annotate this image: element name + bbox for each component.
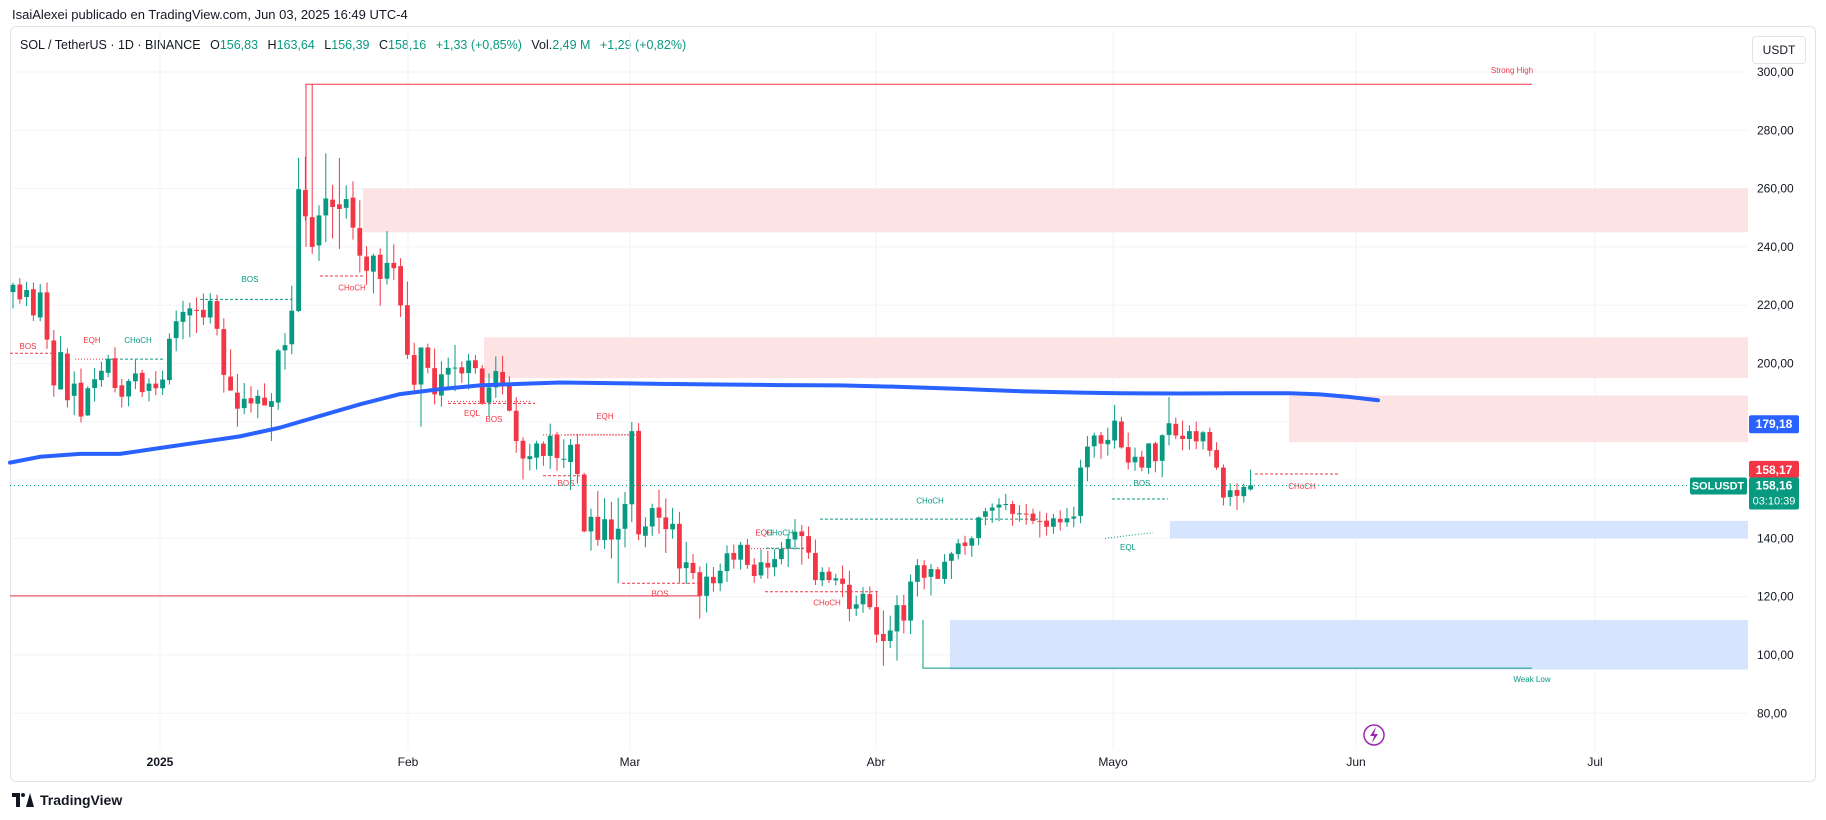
low-value: L156,39	[324, 38, 370, 52]
open-value: O156,83	[210, 38, 259, 52]
tradingview-logo-icon	[12, 793, 34, 807]
high-value: H163,64	[267, 38, 315, 52]
volume-value: Vol.2,49 M	[531, 38, 591, 52]
publication-header: IsaiAlexei publicado en TradingView.com,…	[12, 7, 408, 22]
chart-legend: SOL / TetherUS · 1D · BINANCE O156,83 H1…	[20, 38, 692, 52]
close-value: C158,16	[378, 38, 427, 52]
symbol-title[interactable]: SOL / TetherUS · 1D · BINANCE	[20, 38, 201, 52]
tradingview-brand[interactable]: TradingView	[12, 792, 122, 808]
volume-change: +1,29 (+0,82%)	[599, 38, 687, 52]
currency-button[interactable]: USDT	[1752, 36, 1806, 64]
chart-frame	[10, 26, 1816, 782]
price-change: +1,33 (+0,85%)	[435, 38, 522, 52]
brand-label: TradingView	[40, 792, 123, 808]
